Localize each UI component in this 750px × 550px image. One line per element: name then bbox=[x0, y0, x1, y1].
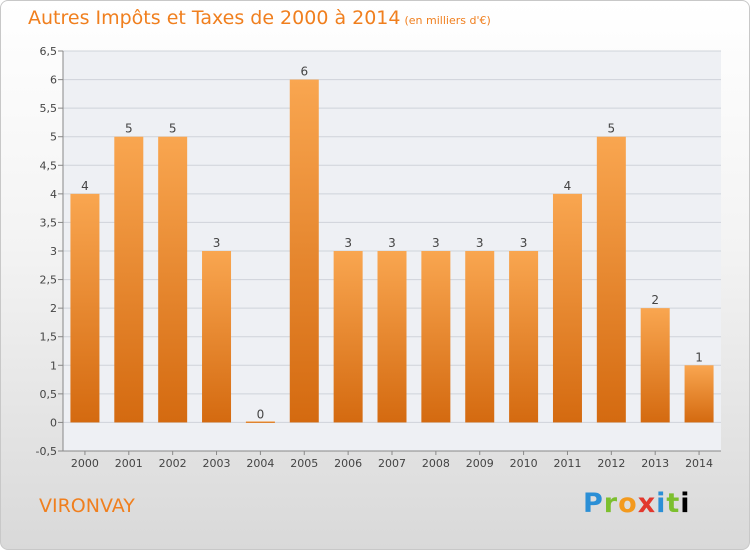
y-tick-label: 4 bbox=[50, 188, 57, 201]
y-tick-label: -0,5 bbox=[36, 445, 57, 458]
y-tick-label: 5 bbox=[50, 131, 57, 144]
x-tick-label: 2004 bbox=[246, 457, 274, 470]
bar-2000 bbox=[70, 193, 100, 423]
x-tick-label: 2010 bbox=[510, 457, 538, 470]
bar-2004 bbox=[245, 421, 275, 423]
bar-2002 bbox=[158, 136, 188, 423]
bar-2007 bbox=[377, 251, 407, 423]
y-tick-label: 6 bbox=[50, 74, 57, 87]
data-label: 3 bbox=[388, 236, 396, 250]
y-tick-label: 1 bbox=[50, 359, 57, 372]
chart-subtitle: (en milliers d'€) bbox=[404, 14, 491, 27]
chart-title-text: Autres Impôts et Taxes de 2000 à 2014 bbox=[28, 7, 401, 29]
x-tick-label: 2001 bbox=[115, 457, 143, 470]
bar-2008 bbox=[421, 251, 451, 423]
x-tick-label: 2006 bbox=[334, 457, 362, 470]
bar-2014 bbox=[684, 365, 714, 423]
proxiti-logo: Proxiti bbox=[583, 488, 691, 519]
data-label: 3 bbox=[520, 236, 528, 250]
bar-2005 bbox=[289, 79, 319, 423]
y-tick-label: 2,5 bbox=[40, 274, 58, 287]
x-tick-label: 2003 bbox=[203, 457, 231, 470]
x-tick-label: 2005 bbox=[290, 457, 318, 470]
y-tick-label: 3,5 bbox=[40, 216, 58, 229]
y-tick-label: 0 bbox=[50, 416, 57, 429]
data-label: 4 bbox=[81, 179, 89, 193]
bar-2010 bbox=[509, 251, 539, 423]
bar-2011 bbox=[552, 193, 582, 423]
data-label: 3 bbox=[476, 236, 484, 250]
data-label: 1 bbox=[695, 350, 703, 364]
data-label: 3 bbox=[213, 236, 221, 250]
x-tick-label: 2002 bbox=[159, 457, 187, 470]
y-tick-label: 2 bbox=[50, 302, 57, 315]
y-tick-label: 6,5 bbox=[40, 45, 58, 58]
bar-2009 bbox=[465, 251, 495, 423]
bar-2006 bbox=[333, 251, 363, 423]
data-label: 6 bbox=[300, 65, 308, 79]
bar-2003 bbox=[202, 251, 232, 423]
y-tick-label: 5,5 bbox=[40, 102, 58, 115]
y-tick-label: 0,5 bbox=[40, 388, 58, 401]
x-tick-label: 2008 bbox=[422, 457, 450, 470]
data-label: 5 bbox=[169, 122, 177, 136]
data-label: 5 bbox=[125, 122, 133, 136]
chart-title: Autres Impôts et Taxes de 2000 à 2014 (en… bbox=[28, 7, 491, 29]
data-label: 4 bbox=[564, 179, 572, 193]
bar-2001 bbox=[114, 136, 144, 423]
x-tick-label: 2000 bbox=[71, 457, 99, 470]
location-label: VIRONVAY bbox=[39, 495, 135, 517]
y-tick-label: 4,5 bbox=[40, 159, 58, 172]
data-label: 3 bbox=[432, 236, 440, 250]
bar-2012 bbox=[596, 136, 626, 423]
bar-2013 bbox=[640, 308, 670, 423]
x-tick-label: 2013 bbox=[641, 457, 669, 470]
data-label: 0 bbox=[257, 407, 265, 421]
y-tick-label: 3 bbox=[50, 245, 57, 258]
x-tick-label: 2009 bbox=[466, 457, 494, 470]
y-tick-label: 1,5 bbox=[40, 331, 58, 344]
x-tick-label: 2012 bbox=[597, 457, 625, 470]
x-tick-label: 2014 bbox=[685, 457, 713, 470]
data-label: 3 bbox=[344, 236, 352, 250]
x-tick-label: 2007 bbox=[378, 457, 406, 470]
data-label: 5 bbox=[608, 122, 616, 136]
x-tick-label: 2011 bbox=[553, 457, 581, 470]
data-label: 2 bbox=[651, 293, 659, 307]
